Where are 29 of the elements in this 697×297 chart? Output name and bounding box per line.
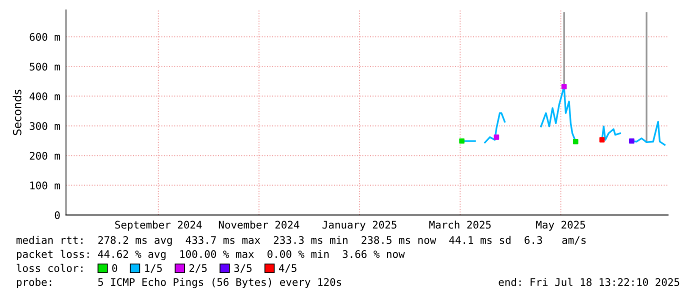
x-tick-label: November 2024 bbox=[218, 220, 300, 229]
y-tick-label: 300 m bbox=[30, 122, 60, 130]
point bbox=[561, 84, 567, 90]
x-tick-label: January 2025 bbox=[322, 220, 396, 231]
y-tick-label: 500 m bbox=[30, 62, 60, 71]
text: packet loss: 44.62 % avg 100.00 % max 0.00 % min 3.66 % now bbox=[16, 250, 405, 260]
x-tick-label: May 2025 bbox=[536, 220, 586, 231]
x-tick-label: September 2024 bbox=[115, 220, 202, 231]
y-tick-label: 600 m bbox=[30, 32, 60, 41]
legend-label: 1/5 bbox=[145, 264, 162, 273]
x-tick-label: March 2025 bbox=[429, 220, 491, 229]
point bbox=[494, 134, 500, 140]
point bbox=[459, 138, 464, 144]
legend-title: loss color: bbox=[16, 264, 82, 272]
legend-label: 0 bbox=[112, 264, 118, 272]
point bbox=[599, 137, 605, 142]
legend-label: 2/5 bbox=[189, 264, 207, 273]
legend-label: 4/5 bbox=[278, 264, 296, 273]
point bbox=[572, 138, 578, 144]
y-tick-label: 0 bbox=[54, 211, 60, 220]
y-axis-title: Seconds bbox=[12, 90, 22, 136]
y-tick-label: 400 m bbox=[30, 92, 60, 100]
text: probe: 5 ICMP Echo Pings (56 Bytes) every 120s bbox=[16, 278, 342, 288]
y-tick-label: 100 m bbox=[30, 182, 60, 190]
text: median rtt: 278.2 ms avg 433.7 ms max 233.3 ms min 238.5 ms now 44.1 ms sd 6.3 am/s bbox=[16, 236, 586, 246]
text: end: Fri Jul 18 13:22:10 2025 bbox=[498, 278, 680, 286]
y-tick-label: 200 m bbox=[30, 152, 60, 160]
point bbox=[629, 138, 634, 144]
legend-label: 3/5 bbox=[234, 264, 252, 273]
